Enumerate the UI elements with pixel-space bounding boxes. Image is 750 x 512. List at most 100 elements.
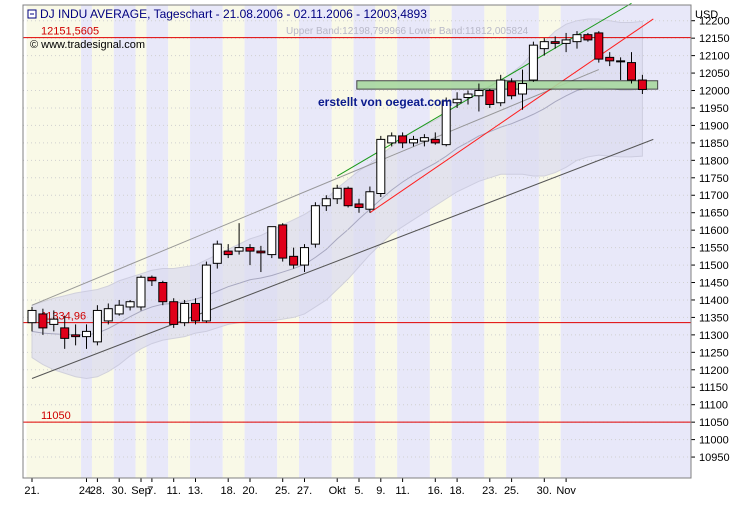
candle-up	[125, 301, 135, 308]
candle-down	[278, 224, 288, 259]
time-stripe	[146, 5, 169, 478]
x-tick-label: 11.	[166, 485, 180, 497]
candle-up	[616, 60, 626, 63]
time-stripe	[168, 5, 191, 478]
y-tick-label: 11350	[699, 312, 729, 324]
grid	[23, 20, 691, 458]
y-tick-label: 11600	[699, 225, 729, 237]
candle-down	[605, 56, 615, 62]
bollinger-middle-line	[31, 86, 643, 336]
annotation-text: erstellt von oegeat.com	[318, 95, 452, 109]
candle-up	[27, 309, 37, 324]
candle-up	[201, 264, 211, 322]
candle-up	[82, 330, 91, 338]
candle-down	[191, 302, 200, 322]
candle-up	[92, 309, 102, 343]
candle-down	[485, 90, 495, 105]
level-label: 11050	[41, 410, 71, 422]
time-stripe	[91, 5, 114, 478]
x-tick-label: 5.	[354, 485, 363, 497]
candle-up	[463, 93, 473, 99]
candle-down	[354, 203, 364, 208]
trend-lines	[31, 2, 654, 379]
candle-up	[539, 41, 549, 50]
x-tick-label: 7.	[147, 485, 156, 497]
x-tick-label: 30.	[112, 485, 127, 497]
candle-down	[594, 32, 604, 60]
y-tick-label: 11550	[699, 243, 729, 255]
x-tick-label: 16.	[428, 485, 443, 497]
y-tick-label: 12000	[699, 86, 730, 98]
candle-down	[627, 62, 636, 81]
y-tick-label: 11100	[699, 400, 728, 412]
x-tick-label: 18.	[449, 485, 464, 497]
candle-up	[321, 198, 331, 207]
x-tick-label: 28.	[90, 485, 105, 497]
y-tick-label: 11450	[699, 278, 729, 290]
band-info: Upper Band:12198,799966 Lower Band:11812…	[286, 26, 529, 37]
trend-line-uptrend_green	[336, 2, 632, 177]
candle-down	[398, 135, 408, 144]
candle-up	[376, 138, 386, 195]
y-tick-label: 11850	[699, 138, 729, 150]
candle-up	[300, 247, 309, 266]
candle-down	[507, 81, 517, 97]
candle-down	[343, 187, 353, 207]
candle-up	[474, 90, 484, 97]
y-tick-label: 11700	[699, 190, 729, 202]
candle-up	[114, 304, 124, 315]
candle-down	[60, 327, 70, 339]
x-tick-label: 21.	[24, 485, 39, 497]
candle-down	[289, 255, 299, 266]
candle-up	[441, 100, 451, 146]
y-tick-label: 12100	[699, 51, 730, 63]
y-tick-label: 11900	[699, 120, 729, 132]
x-tick-label: 27.	[297, 485, 312, 497]
y-tick-label: 11950	[699, 103, 729, 115]
trend-line-uptrend_red	[369, 18, 654, 214]
y-axis: 10950 11000 11050 11100 11150 11200 11250 11300…	[691, 16, 730, 464]
candle-up	[452, 98, 462, 104]
candle-up	[103, 308, 113, 322]
x-tick-label: 20.	[242, 485, 257, 497]
time-stripe	[451, 5, 485, 478]
time-stripe	[375, 5, 398, 478]
time-stripe	[113, 5, 136, 478]
candle-down	[256, 250, 266, 254]
y-tick-label: 11000	[699, 435, 729, 447]
y-tick-label: 10950	[699, 452, 730, 464]
candle-up	[267, 226, 277, 256]
y-tick-label: 11150	[699, 382, 728, 394]
time-stripe	[135, 5, 147, 478]
time-stripe	[429, 5, 452, 478]
candle-up	[332, 187, 342, 200]
y-tick-label: 11500	[699, 260, 729, 272]
trend-line-channel_upper	[31, 69, 599, 306]
x-tick-label: 23.	[482, 485, 497, 497]
time-stripe	[397, 5, 430, 478]
y-tick-label: 11400	[699, 295, 729, 307]
x-tick-label: 9.	[376, 485, 385, 497]
candle-up	[136, 276, 146, 308]
candle-up	[561, 39, 571, 44]
level-label: 11334,96	[41, 311, 86, 323]
x-tick-label: 25.	[504, 485, 519, 497]
time-stripe	[190, 5, 223, 478]
candle-up	[572, 34, 582, 43]
candle-down	[223, 250, 233, 256]
y-tick-label: 11050	[699, 417, 729, 429]
time-stripe	[484, 5, 507, 478]
y-tick-label: 11200	[699, 365, 729, 377]
x-tick-label: 30.	[537, 485, 552, 497]
candle-down	[637, 79, 647, 90]
candle-up	[234, 247, 244, 252]
candle-down	[583, 34, 593, 41]
x-tick-label: Sep	[131, 485, 151, 497]
candle-up	[419, 137, 429, 142]
candle-up	[365, 191, 375, 210]
y-tick-label: 12150	[699, 33, 730, 45]
candles	[27, 31, 647, 349]
